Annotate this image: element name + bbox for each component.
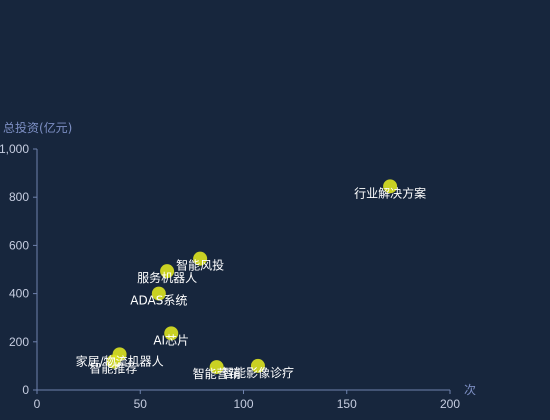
y-tick-label: 200 (9, 335, 29, 349)
scatter-point (160, 264, 175, 279)
y-tick-label: 600 (9, 238, 29, 252)
scatter-point (164, 326, 179, 341)
x-tick-label: 100 (233, 397, 253, 411)
point-label: AI芯片 (153, 333, 189, 347)
x-tick-label: 50 (134, 397, 148, 411)
point-label: 智能风投 (176, 258, 224, 273)
scatter-point (383, 179, 398, 194)
point-label: 智能推荐 (89, 361, 137, 376)
scatter-point (209, 360, 224, 375)
point-label: 智能营销 (193, 366, 241, 381)
x-tick-label: 0 (34, 397, 41, 411)
scatter-point (193, 251, 208, 266)
x-axis-ticks: 0 50 100 150 200 (34, 390, 460, 411)
point-label: 服务机器人 (137, 270, 197, 285)
data-points (106, 179, 398, 375)
point-label: 智能影像诊疗 (222, 365, 294, 380)
y-tick-label: 800 (9, 190, 29, 204)
x-axis-title: 次 (464, 383, 476, 397)
x-tick-label: 200 (440, 397, 460, 411)
x-tick-label: 150 (337, 397, 357, 411)
y-axis-title: 总投资(亿元) (3, 120, 72, 135)
point-label: ADAS系统 (130, 294, 187, 308)
scatter-point (151, 286, 166, 301)
y-tick-label: 1,000 (0, 142, 29, 156)
scatter-point (250, 358, 265, 373)
scatter-point (106, 354, 121, 369)
point-label: 家居/物流机器人 (76, 353, 164, 368)
y-tick-label: 0 (22, 383, 29, 397)
point-label: 行业解决方案 (354, 185, 426, 200)
y-tick-label: 400 (9, 287, 29, 301)
y-axis-ticks: 0 200 400 600 800 1,000 (0, 142, 37, 397)
